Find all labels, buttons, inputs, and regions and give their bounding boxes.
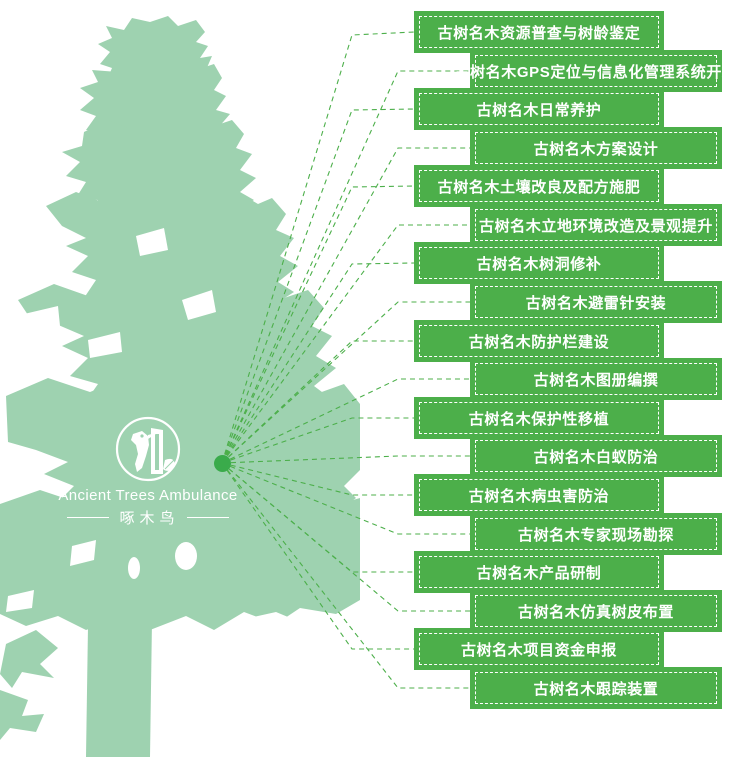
- service-item-label: 古树名木土壤改良及配方施肥: [437, 178, 641, 196]
- logo-rule-right: [186, 517, 229, 518]
- service-item-label: 古树名木跟踪装置: [533, 680, 659, 698]
- service-item-label: 古树名木项目资金申报: [460, 641, 617, 659]
- service-item-box[interactable]: 古树名木保护性移植: [414, 397, 664, 439]
- service-item-label: 古树名木树洞修补: [476, 255, 602, 273]
- service-item-box[interactable]: 古树名木资源普查与树龄鉴定: [414, 11, 664, 53]
- service-item-box[interactable]: 古树名木仿真树皮布置: [470, 590, 722, 632]
- service-item-label: 古树名木GPS定位与信息化管理系统开发: [454, 63, 738, 81]
- service-item-label: 古树名木白蚁防治: [533, 448, 659, 466]
- service-item-box[interactable]: 古树名木方案设计: [470, 127, 722, 169]
- service-item-box[interactable]: 古树名木病虫害防治: [414, 474, 664, 516]
- tree-silhouette-icon: [0, 16, 360, 757]
- service-item-box[interactable]: 古树名木产品研制: [414, 551, 664, 593]
- service-item-label: 古树名木日常养护: [476, 101, 602, 119]
- service-item-label: 古树名木立地环境改造及景观提升: [478, 217, 713, 235]
- service-item-box[interactable]: 古树名木树洞修补: [414, 242, 664, 284]
- service-item-label: 古树名木病虫害防治: [468, 487, 610, 505]
- service-item-box[interactable]: 古树名木避雷针安装: [470, 281, 722, 323]
- service-item-box[interactable]: 古树名木白蚁防治: [470, 435, 722, 477]
- service-item-box[interactable]: 古树名木立地环境改造及景观提升: [470, 204, 722, 246]
- service-item-label: 古树名木图册编撰: [533, 371, 659, 389]
- service-item-label: 古树名木仿真树皮布置: [517, 603, 674, 621]
- service-item-label: 古树名木方案设计: [533, 140, 659, 158]
- service-item-label: 古树名木避雷针安装: [525, 294, 667, 312]
- brand-logo: Ancient Trees Ambulance 啄木鸟: [52, 412, 244, 528]
- logo-chinese-name: 啄木鸟: [119, 510, 180, 527]
- woodpecker-on-trunk-in-circle-icon: [115, 416, 181, 482]
- service-item-label: 古树名木产品研制: [476, 564, 602, 582]
- service-item-box[interactable]: 古树名木项目资金申报: [414, 628, 664, 670]
- service-item-label: 古树名木专家现场勘探: [517, 526, 674, 544]
- service-item-box[interactable]: 古树名木跟踪装置: [470, 667, 722, 709]
- service-item-box[interactable]: 古树名木日常养护: [414, 88, 664, 130]
- service-item-box[interactable]: 古树名木专家现场勘探: [470, 513, 722, 555]
- service-item-label: 古树名木资源普查与树龄鉴定: [437, 24, 641, 42]
- logo-chinese-row: 啄木鸟: [52, 507, 244, 528]
- service-item-label: 古树名木保护性移植: [468, 410, 610, 428]
- service-item-box[interactable]: 古树名木土壤改良及配方施肥: [414, 165, 664, 207]
- service-item-label: 古树名木防护栏建设: [468, 333, 610, 351]
- service-item-box[interactable]: 古树名木防护栏建设: [414, 320, 664, 362]
- logo-rule-left: [67, 517, 110, 518]
- logo-english-name: Ancient Trees Ambulance: [58, 487, 238, 504]
- service-item-box[interactable]: 古树名木图册编撰: [470, 358, 722, 400]
- hub-node: [214, 455, 231, 472]
- service-item-box[interactable]: 古树名木GPS定位与信息化管理系统开发: [454, 50, 737, 92]
